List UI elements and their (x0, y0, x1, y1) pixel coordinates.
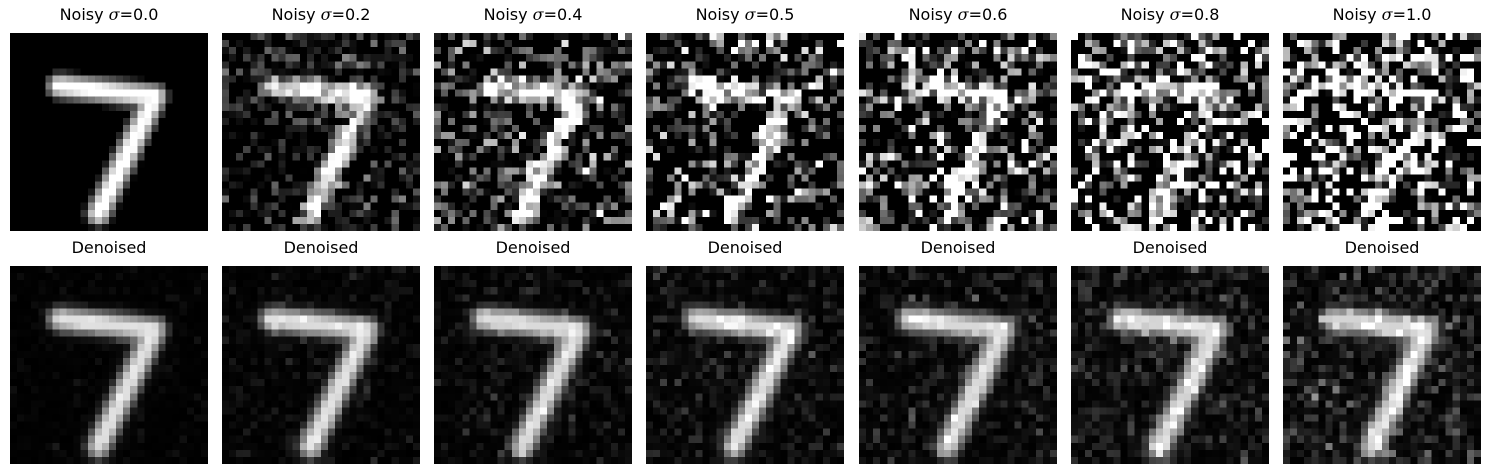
noisy-image (1071, 33, 1269, 231)
denoised-image (1283, 266, 1481, 464)
denoised-title: Denoised (920, 238, 996, 257)
denoised-image (1071, 266, 1269, 464)
denoised-title: Denoised (495, 238, 571, 257)
noisy-image (434, 33, 632, 231)
noisy-title: Noisy σ=1.0 (1332, 5, 1432, 24)
denoised-title: Denoised (283, 238, 359, 257)
noisy-title: Noisy σ=0.0 (59, 5, 159, 24)
denoised-image (222, 266, 420, 464)
noisy-title: Noisy σ=0.2 (271, 5, 371, 24)
noisy-image (222, 33, 420, 231)
denoised-image (859, 266, 1057, 464)
denoised-title: Denoised (707, 238, 783, 257)
noisy-title: Noisy σ=0.5 (695, 5, 795, 24)
denoised-title: Denoised (1132, 238, 1208, 257)
denoised-image (646, 266, 844, 464)
noisy-image (10, 33, 208, 231)
noisy-title: Noisy σ=0.8 (1120, 5, 1220, 24)
denoised-image (434, 266, 632, 464)
noisy-title: Noisy σ=0.6 (908, 5, 1008, 24)
noisy-image (646, 33, 844, 231)
noisy-image (1283, 33, 1481, 231)
noisy-image (859, 33, 1057, 231)
denoised-image (10, 266, 208, 464)
denoised-title: Denoised (1344, 238, 1420, 257)
denoised-title: Denoised (71, 238, 147, 257)
noisy-title: Noisy σ=0.4 (483, 5, 583, 24)
